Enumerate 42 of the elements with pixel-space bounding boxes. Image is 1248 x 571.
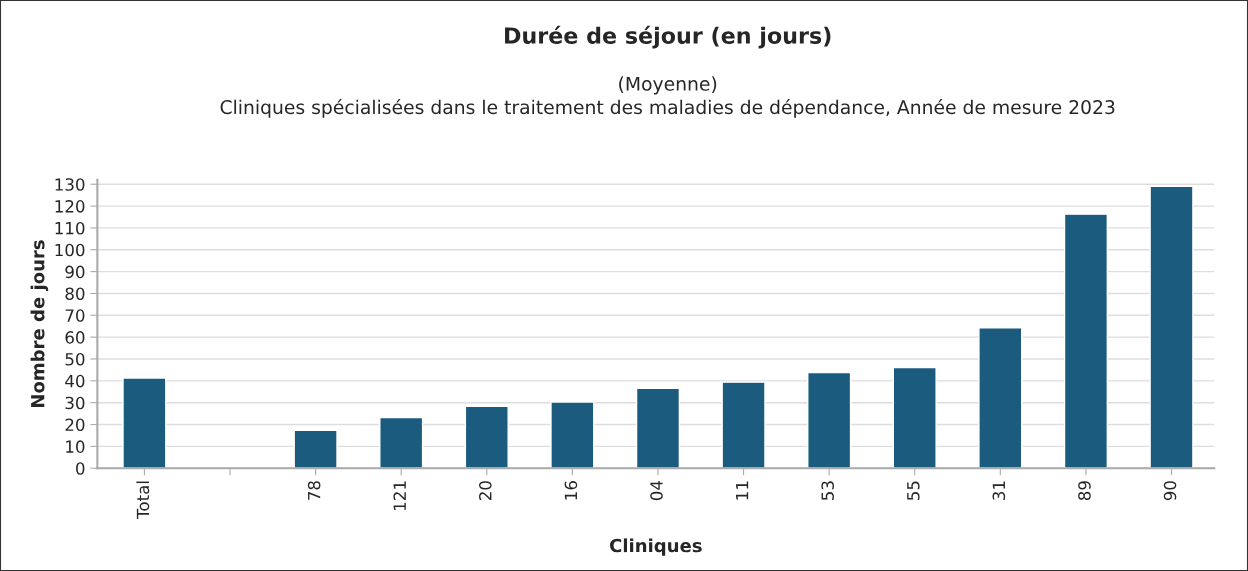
bar	[550, 401, 595, 469]
x-tick-label: 20	[479, 481, 492, 501]
y-tick-label: 80	[65, 287, 85, 301]
y-tick-label: 0	[76, 462, 85, 475]
x-tick-label: Total	[136, 481, 150, 519]
x-tick-label: 78	[307, 481, 321, 500]
x-tick-label: 55	[907, 481, 920, 500]
y-tick-label: 90	[65, 265, 85, 279]
bar	[293, 429, 338, 469]
chart-subtitle: (Moyenne) Cliniques spécialisées dans le traitement des maladies de dépendance, Année de mesure 2023	[220, 76, 1115, 118]
y-tick-label: 130	[55, 178, 85, 191]
y-axis-title: Nombre de jours	[30, 240, 49, 407]
y-tick-label: 70	[65, 309, 85, 322]
x-tick-label: 121	[393, 481, 406, 511]
bar	[892, 366, 937, 469]
x-tick-label: 53	[821, 481, 834, 500]
y-tick-label: 120	[55, 200, 85, 213]
x-tick-label: 11	[736, 481, 749, 500]
x-tick-label: 90	[1163, 481, 1177, 501]
bar	[635, 387, 681, 469]
bar	[122, 377, 167, 469]
x-tick-label: 31	[992, 481, 1006, 500]
bar	[379, 416, 424, 469]
x-tick-label: 16	[564, 481, 578, 500]
bar	[978, 327, 1023, 469]
x-tick-label: 04	[650, 480, 663, 501]
y-tick-label: 110	[55, 221, 85, 235]
x-tick-label: 89	[1078, 481, 1091, 501]
bar	[721, 381, 766, 469]
y-tick-label: 10	[66, 440, 85, 453]
y-tick-label: 60	[65, 331, 85, 344]
y-tick-label: 50	[65, 352, 85, 366]
y-tick-label: 20	[65, 418, 85, 432]
bar	[464, 405, 509, 469]
bar	[807, 371, 852, 469]
y-tick-label: 40	[65, 374, 85, 388]
chart-title: Durée de séjour (en jours)	[505, 25, 831, 49]
bar	[1149, 185, 1194, 469]
y-tick-label: 30	[65, 396, 85, 410]
bar	[1063, 213, 1109, 469]
y-tick-label: 100	[55, 243, 85, 257]
x-axis-title: Cliniques	[610, 538, 702, 556]
